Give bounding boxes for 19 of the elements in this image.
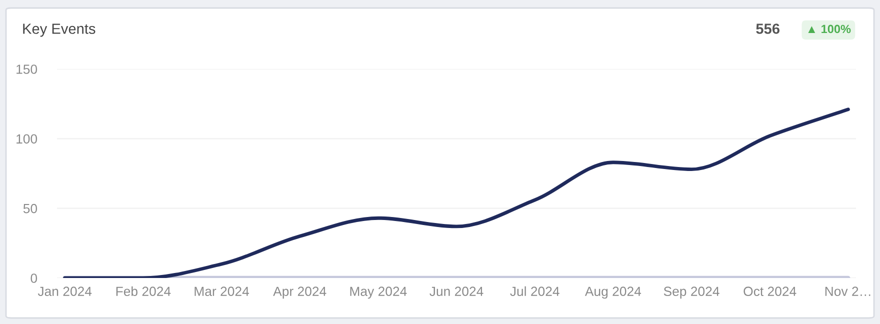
chart-title: Key Events [23, 24, 96, 37]
x-tick-label: Mar 2024 [194, 286, 249, 296]
x-tick-label: Oct 2024 [744, 286, 796, 296]
y-tick-label: 0 [30, 274, 38, 283]
x-tick-label: Sep 2024 [664, 286, 720, 299]
x-tick-label: Aug 2024 [584, 286, 642, 299]
y-tick-label: 50 [23, 204, 38, 214]
y-tick-label: 100 [16, 134, 38, 144]
x-tick-label: Jun 2024 [430, 286, 484, 296]
x-tick-label: Jan 2024 [38, 286, 92, 296]
x-tick-label: May 2024 [350, 286, 407, 299]
x-tick-label: Nov 2… [825, 286, 870, 296]
x-tick-label: Apr 2024 [273, 286, 326, 299]
text: 556 [756, 24, 780, 34]
x-tick-label: Feb 2024 [116, 286, 171, 296]
x-tick-label: Jul 2024 [510, 286, 560, 296]
line-series [63, 108, 850, 278]
text: ▲ 100% [808, 24, 851, 34]
y-tick-label: 150 [16, 64, 38, 74]
